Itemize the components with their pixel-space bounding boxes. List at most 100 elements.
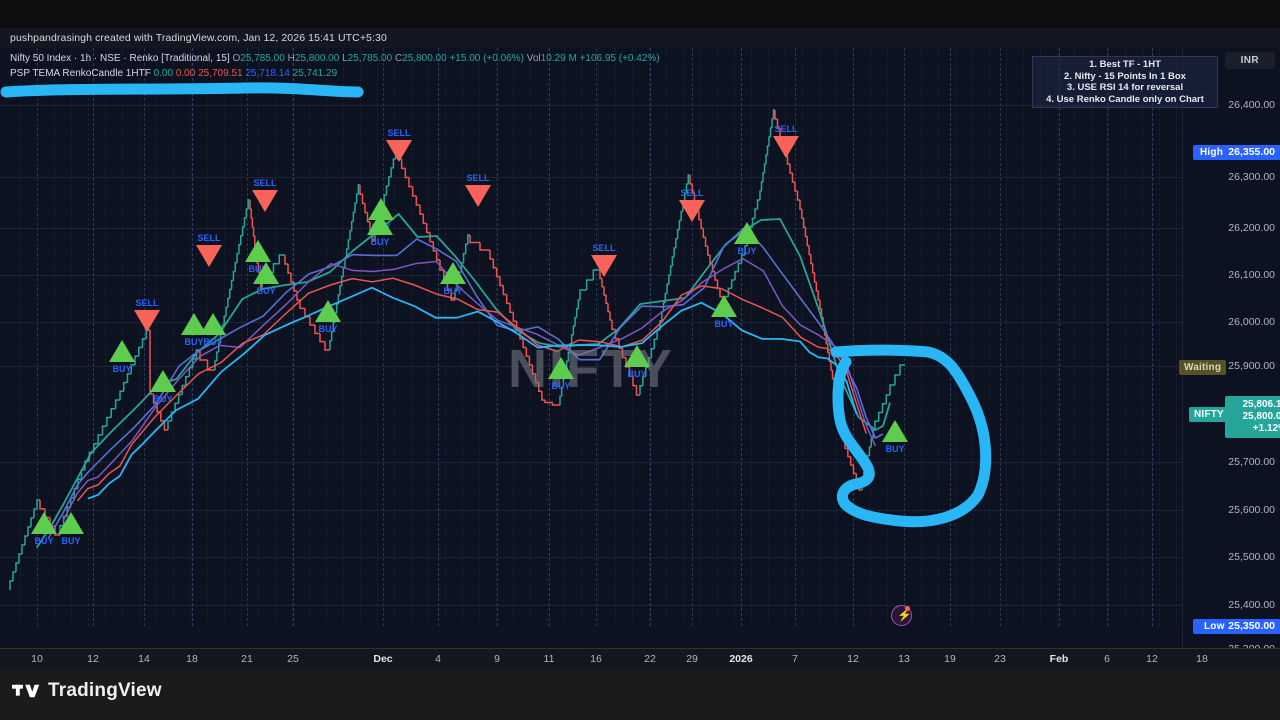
renko-brick [236, 252, 239, 263]
currency-badge[interactable]: INR [1224, 52, 1275, 69]
renko-brick [768, 136, 771, 146]
renko-brick [355, 193, 359, 204]
signal-buy-marker[interactable] [367, 213, 393, 235]
signal-buy-marker[interactable] [440, 262, 466, 284]
signal-buy-marker[interactable] [109, 340, 135, 362]
signal-label: BUY [256, 286, 276, 296]
renko-brick [361, 194, 365, 205]
renko-brick [228, 288, 232, 299]
renko-brick [668, 274, 671, 285]
tradingview-logo[interactable]: TradingView [12, 680, 162, 702]
alert-lightning-icon[interactable]: ⚡ [891, 605, 912, 626]
current-price-box[interactable]: 25,806.10 25,800.00 +1.12% [1225, 396, 1280, 438]
tema-line [62, 257, 877, 522]
signal-buy-marker[interactable] [150, 370, 176, 392]
grid-line-v-minor [564, 48, 565, 626]
nifty-price: 25,800.00 [1242, 411, 1280, 422]
signal-label: BUY [184, 337, 204, 347]
renko-brick [709, 255, 713, 265]
grid-line-v [383, 48, 384, 626]
renko-brick [177, 393, 183, 404]
time-tick: 12 [847, 653, 859, 665]
renko-brick [110, 408, 116, 418]
renko-brick [9, 580, 13, 590]
signal-label: BUY [737, 246, 757, 256]
time-scale[interactable]: 10 12 14 18 21 25 Dec 4 9 11 16 22 29 2026 7 12 13 19 23 Fe… [0, 648, 1280, 671]
signal-label: BUY [318, 324, 338, 334]
renko-brick [585, 279, 594, 290]
grid-line-v [1059, 48, 1060, 626]
triangle-up-icon [882, 420, 908, 442]
legend-ind-v3: 25,709.51 [198, 68, 243, 79]
grid-line-v [795, 48, 796, 626]
renko-brick [707, 246, 710, 256]
renko-brick [601, 278, 604, 288]
signal-label: SELL [135, 298, 159, 308]
renko-brick [12, 571, 16, 581]
grid-line-v-minor [1023, 48, 1024, 626]
grid-line-v-minor [938, 48, 939, 626]
signal-buy-marker[interactable] [245, 240, 271, 262]
signal-buy-marker[interactable] [711, 295, 737, 317]
triangle-up-icon [200, 313, 226, 335]
legend-symbol: Nifty 50 Index · 1h · NSE · Renko [Tradi… [10, 53, 230, 64]
signal-sell-marker[interactable] [679, 200, 705, 222]
notes-box[interactable]: 1. Best TF - 1HT 2. Nifty - 15 Points In… [1032, 56, 1218, 108]
signal-buy-marker[interactable] [200, 313, 226, 335]
signal-sell-marker[interactable] [465, 185, 491, 207]
grid-line-v-minor [360, 48, 361, 626]
time-tick: 18 [186, 653, 198, 665]
signal-buy-marker[interactable] [253, 262, 279, 284]
grid-line-h [0, 510, 1182, 511]
signal-buy-marker[interactable] [58, 512, 84, 534]
signal-buy-marker[interactable] [734, 222, 760, 244]
grid-line-v-minor [496, 48, 497, 626]
renko-brick [352, 211, 355, 222]
grid-line-v-minor [955, 48, 956, 626]
grid-line-v-minor [224, 48, 225, 626]
grid-line-v-minor [105, 48, 106, 626]
signal-sell-marker[interactable] [252, 190, 278, 212]
signal-buy-marker[interactable] [548, 357, 574, 379]
grid-line-v-minor [734, 48, 735, 626]
signal-sell-marker[interactable] [773, 136, 799, 158]
legend-ind-v5: 25,741.29 [292, 68, 338, 79]
renko-brick [350, 220, 354, 231]
renko-brick [160, 412, 165, 422]
legend-vol-change: +106.95 (+0.42%) [579, 53, 660, 64]
renko-brick [505, 294, 510, 305]
chart-legend[interactable]: Nifty 50 Index · 1h · NSE · Renko [Tradi… [10, 52, 660, 82]
price-tick: 26,000.00 [1228, 316, 1275, 328]
renko-brick [415, 195, 420, 206]
renko-brick [339, 285, 342, 295]
renko-brick [464, 243, 468, 254]
grid-line-v-minor [275, 48, 276, 626]
signal-buy-marker[interactable] [31, 512, 57, 534]
note-line-4: 4. Use Renko Candle only on Chart [1046, 93, 1204, 105]
signal-sell-marker[interactable] [196, 245, 222, 267]
signal-buy-marker[interactable] [624, 345, 650, 367]
signal-sell-marker[interactable] [134, 310, 160, 332]
grid-line-v-minor [547, 48, 548, 626]
grid-line-v-minor [785, 48, 786, 626]
price-tick: 25,500.00 [1228, 551, 1275, 563]
grid-line-h [0, 228, 1182, 229]
tradingview-wordmark: TradingView [48, 680, 162, 701]
signal-buy-marker[interactable] [882, 420, 908, 442]
renko-brick [80, 469, 85, 480]
signal-sell-marker[interactable] [591, 255, 617, 277]
renko-brick [432, 241, 437, 252]
signal-sell-marker[interactable] [386, 140, 412, 162]
legend-symbol-row[interactable]: Nifty 50 Index · 1h · NSE · Renko [Tradi… [10, 52, 660, 65]
renko-brick [881, 403, 887, 413]
renko-brick [232, 270, 236, 281]
renko-brick [802, 218, 806, 229]
signal-buy-marker[interactable] [315, 300, 341, 322]
renko-brick [181, 384, 186, 395]
legend-indicator-row[interactable]: PSP TEMA RenkoCandle 1HTF 0.00 0.00 25,7… [10, 67, 660, 80]
renko-brick [227, 297, 230, 308]
grid-line-h [0, 366, 1182, 367]
price-scale[interactable]: INR 26,400.00 26,300.00 26,200.00 26,100.00… [1179, 48, 1280, 655]
price-tick: 26,400.00 [1228, 99, 1275, 111]
chart-pane[interactable]: NIFTY BUY BUY BUY SELL BUY BUY BUY SELL SELL BUY B… [0, 48, 1280, 648]
